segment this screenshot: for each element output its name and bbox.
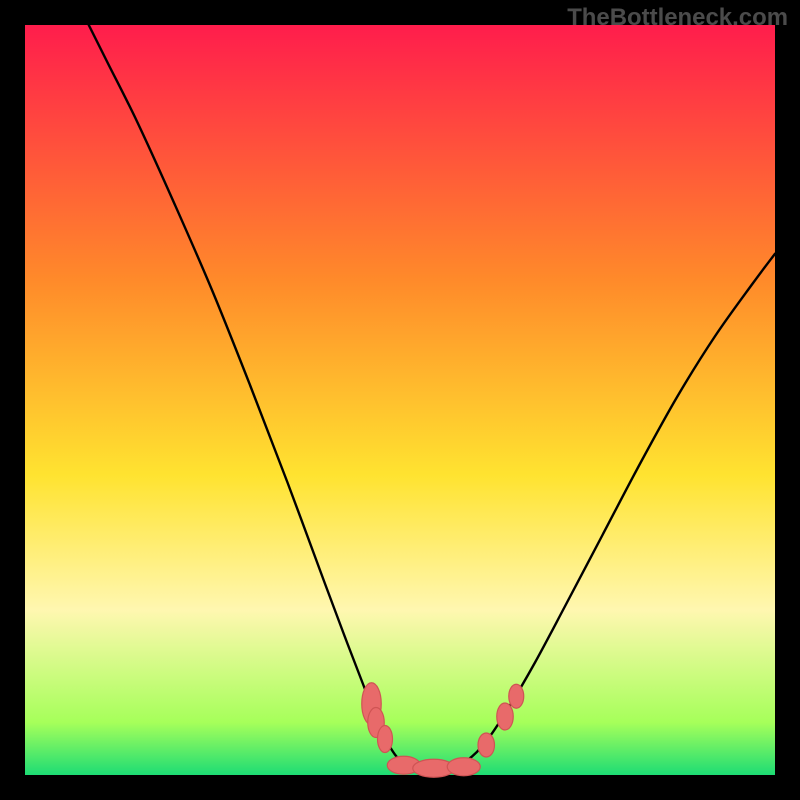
watermark-text: TheBottleneck.com <box>567 4 788 32</box>
chart-frame: TheBottleneck.com <box>0 0 800 800</box>
plot-area <box>25 25 775 775</box>
